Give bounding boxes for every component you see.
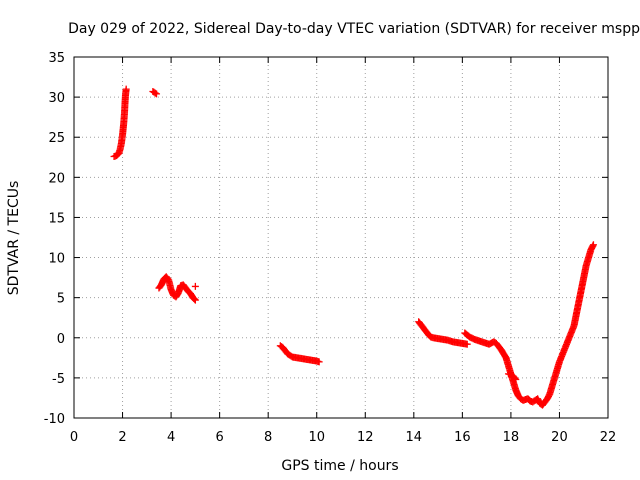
y-tick-label: 20 — [48, 171, 65, 186]
data-point — [589, 241, 597, 249]
x-tick-label: 18 — [503, 430, 520, 445]
grid — [74, 57, 608, 418]
data-point — [511, 374, 519, 382]
x-tick-label: 20 — [551, 430, 568, 445]
x-tick-label: 22 — [600, 430, 617, 445]
y-tick-label: -10 — [44, 412, 65, 427]
x-axis-title: GPS time / hours — [281, 458, 398, 474]
y-tick-label: 10 — [48, 252, 65, 267]
data-point — [191, 295, 199, 303]
data-point — [153, 90, 161, 98]
x-tick-label: 6 — [215, 430, 223, 445]
y-tick-label: 35 — [48, 51, 65, 66]
data-point — [463, 340, 471, 348]
data-point — [190, 294, 198, 302]
data-point — [512, 375, 520, 383]
chart-title: Day 029 of 2022, Sidereal Day-to-day VTE… — [68, 21, 640, 37]
x-tick-label: 2 — [118, 430, 126, 445]
x-axis: 0 2 4 6 8 10 12 14 16 18 20 22 — [70, 57, 616, 445]
y-axis-title: SDTVAR / TECUs — [6, 181, 22, 296]
x-tick-label: 4 — [167, 430, 175, 445]
x-tick-label: 16 — [454, 430, 471, 445]
y-tick-label: 30 — [48, 91, 65, 106]
y-tick-label: 15 — [48, 211, 65, 226]
data-point — [191, 296, 199, 304]
y-tick-label: 5 — [57, 292, 65, 307]
x-tick-label: 14 — [406, 430, 423, 445]
x-tick-label: 10 — [308, 430, 325, 445]
y-tick-label: 0 — [57, 332, 65, 347]
x-tick-label: 12 — [357, 430, 374, 445]
data-point — [315, 358, 323, 366]
y-tick-label: 25 — [48, 131, 65, 146]
data-point — [191, 282, 199, 290]
x-tick-label: 0 — [70, 430, 78, 445]
x-tick-label: 8 — [264, 430, 272, 445]
y-axis: -10 -5 0 5 10 15 20 25 30 35 — [44, 51, 608, 427]
plot-frame — [73, 56, 609, 419]
data-point — [122, 85, 130, 93]
y-tick-label: -5 — [52, 372, 65, 387]
data-point — [151, 89, 159, 97]
data-points — [110, 85, 597, 409]
